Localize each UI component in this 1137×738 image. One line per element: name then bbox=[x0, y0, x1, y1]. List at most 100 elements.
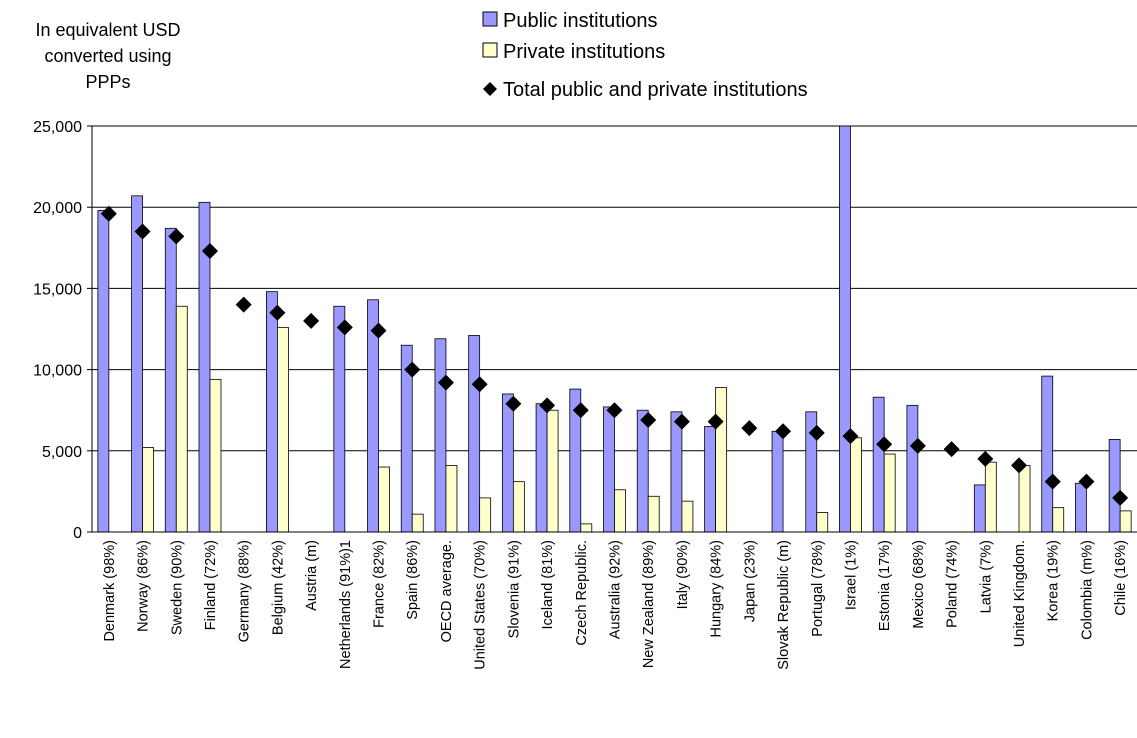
bar-public bbox=[906, 404, 919, 533]
y-tick-label: 5,000 bbox=[42, 444, 82, 461]
marker-total bbox=[539, 397, 556, 414]
marker-total bbox=[100, 205, 117, 222]
marker-total bbox=[673, 413, 690, 430]
bar-public bbox=[670, 411, 683, 533]
y-axis-title-line-3: PPPs bbox=[85, 72, 130, 92]
x-category-label: Norway (86%) bbox=[136, 540, 152, 632]
x-category-label: Korea (19%) bbox=[1046, 540, 1062, 621]
x-category-label: United States (70%) bbox=[473, 540, 489, 670]
bars bbox=[97, 125, 1132, 533]
x-category-label: Latvia (7%) bbox=[978, 540, 994, 613]
bar-private bbox=[614, 489, 626, 533]
bar-public bbox=[1108, 439, 1121, 533]
marker-total bbox=[437, 374, 454, 391]
bar-private bbox=[1052, 507, 1065, 533]
bar-public bbox=[872, 396, 885, 533]
x-category-label: OECD average. bbox=[439, 540, 455, 642]
marker-total bbox=[505, 395, 522, 412]
total-markers bbox=[100, 205, 1129, 506]
marker-total bbox=[370, 322, 387, 339]
x-category-label: Portugal (78%) bbox=[810, 540, 826, 637]
bar-public bbox=[535, 403, 548, 533]
legend-marker-total bbox=[483, 82, 497, 96]
gridlines bbox=[92, 125, 1137, 452]
x-category-label: Iceland (81%) bbox=[540, 540, 556, 629]
marker-total bbox=[775, 423, 792, 440]
y-axis-title-line-2: converted using bbox=[44, 46, 171, 66]
bar-public bbox=[636, 409, 649, 533]
x-category-label: Poland (74%) bbox=[945, 540, 961, 628]
marker-total bbox=[943, 441, 960, 458]
bar-public bbox=[1075, 482, 1087, 533]
y-tick-label: 20,000 bbox=[33, 200, 82, 217]
marker-total bbox=[471, 376, 488, 393]
marker-total bbox=[1078, 473, 1095, 490]
bar-public bbox=[333, 305, 346, 533]
bar-private bbox=[580, 523, 593, 533]
x-category-label: Australia (92%) bbox=[608, 540, 624, 639]
bar-public bbox=[97, 210, 110, 533]
x-category-label: Belgium (42%) bbox=[270, 540, 286, 635]
marker-total bbox=[404, 361, 421, 378]
x-category-label: Austria (m) bbox=[304, 540, 320, 611]
x-category-label: Israel (1%) bbox=[843, 540, 859, 610]
marker-total bbox=[201, 243, 218, 260]
x-category-label: Slovak Republic (m) bbox=[776, 540, 792, 670]
category-labels: Denmark (98%) Norway (86%) Sweden (90%) Fin… bbox=[102, 540, 1129, 670]
marker-total bbox=[1112, 489, 1129, 506]
x-category-label: Estonia (17%) bbox=[877, 540, 893, 631]
marker-total bbox=[606, 402, 623, 419]
x-category-label: Spain (86%) bbox=[405, 540, 421, 620]
y-axis-title: In equivalent USD converted using PPPs bbox=[35, 20, 180, 92]
x-category-label: Denmark (98%) bbox=[102, 540, 118, 642]
marker-total bbox=[640, 411, 657, 428]
bar-private bbox=[715, 387, 728, 533]
bar-private bbox=[1119, 510, 1132, 533]
x-category-label: Mexico (68%) bbox=[911, 540, 927, 629]
axes bbox=[91, 126, 1137, 533]
x-category-label: Sweden (90%) bbox=[169, 540, 185, 635]
bar-public bbox=[704, 426, 717, 533]
bar-public bbox=[603, 406, 615, 533]
marker-total bbox=[1011, 457, 1028, 474]
bar-public bbox=[468, 335, 481, 533]
bar-private bbox=[1018, 465, 1031, 533]
bar-private bbox=[277, 326, 289, 533]
x-category-label: Chile (16%) bbox=[1113, 540, 1129, 616]
bar-private bbox=[411, 513, 424, 533]
x-category-label: France (82%) bbox=[372, 540, 388, 628]
bar-public bbox=[839, 125, 851, 533]
legend-swatch-private bbox=[482, 42, 498, 58]
y-tick-label: 10,000 bbox=[33, 363, 82, 380]
bar-private bbox=[378, 466, 390, 533]
marker-total bbox=[909, 437, 926, 454]
bar-private bbox=[175, 305, 188, 533]
bar-private bbox=[445, 465, 458, 533]
y-tick-label: 15,000 bbox=[33, 281, 82, 298]
x-category-label: New Zealand (89%) bbox=[641, 540, 657, 668]
bar-private bbox=[142, 447, 154, 533]
marker-total bbox=[741, 420, 758, 437]
bar-public bbox=[771, 430, 784, 533]
marker-total bbox=[235, 296, 252, 313]
x-category-label: Italy (90%) bbox=[675, 540, 691, 609]
bar-public bbox=[1041, 375, 1054, 533]
marker-total bbox=[303, 312, 320, 329]
x-category-label: Germany (88%) bbox=[237, 540, 253, 642]
marker-total bbox=[134, 223, 151, 240]
x-category-label: Czech Republic. bbox=[574, 540, 590, 646]
y-tick-label: 25,000 bbox=[33, 119, 82, 136]
marker-total bbox=[269, 304, 286, 321]
marker-total bbox=[572, 402, 589, 419]
marker-total bbox=[977, 450, 994, 467]
bar-private bbox=[984, 461, 997, 533]
y-axis-title-line-1: In equivalent USD bbox=[35, 20, 180, 40]
marker-total bbox=[876, 436, 893, 453]
legend-label-public: Public institutions bbox=[503, 10, 658, 32]
bar-private bbox=[512, 481, 525, 533]
x-category-label: Finland (72%) bbox=[203, 540, 219, 630]
legend-swatch-public bbox=[482, 11, 498, 27]
bar-public bbox=[131, 195, 143, 533]
bar-private bbox=[647, 495, 660, 533]
